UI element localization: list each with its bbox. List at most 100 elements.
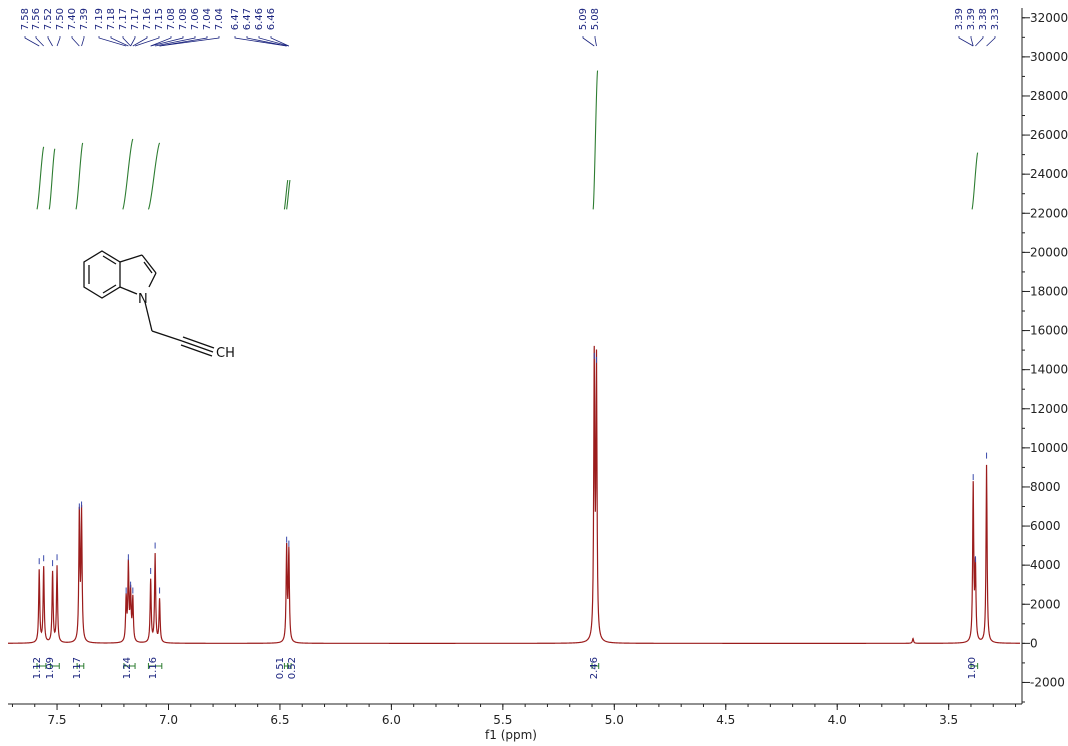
peak-label-connector	[24, 36, 40, 47]
x-axis: 7.5 7.0 6.5 6.0 5.5 5.0 4.5 4.0 3.5	[8, 703, 1022, 727]
peak-label: 6.47	[242, 8, 253, 30]
integral-labels: 1.12 1.09 1.17 1.24 1.16 0.51 0.52 2.46 1.00	[32, 657, 979, 679]
peak-label-connector	[159, 36, 208, 47]
y-tick-label: 14000	[1030, 363, 1068, 377]
x-axis-title: f1 (ppm)	[485, 728, 537, 742]
y-tick-label: -2000	[1030, 675, 1065, 689]
peak-label: 7.04	[214, 8, 225, 30]
integral-value: 1.12	[32, 657, 43, 679]
y-tick-label: 26000	[1030, 128, 1068, 142]
peak-label-connector	[110, 36, 129, 47]
x-tick-label: 3.5	[939, 713, 958, 727]
y-tick-label: 20000	[1030, 245, 1068, 259]
peak-label: 6.46	[266, 8, 277, 30]
peak-label-connector	[594, 36, 597, 47]
peak-label: 7.50	[55, 8, 66, 30]
pyrrole-bond	[141, 254, 157, 274]
x-tick-label: 7.5	[47, 713, 66, 727]
nitrogen-atom-label: N	[138, 292, 148, 307]
methylene-bond	[144, 301, 153, 332]
peak-label: 7.17	[118, 8, 129, 30]
pyrrole-bond	[119, 286, 138, 295]
peak-label-connector	[47, 36, 53, 47]
y-tick-label: 16000	[1030, 324, 1068, 338]
peak-label-connector	[134, 36, 160, 47]
peak-label-connector	[246, 36, 287, 47]
peak-label-connector	[122, 36, 131, 47]
peak-labels: 7.58 7.56 7.52 7.50 7.40 7.39 7.19 7.18 7.17 7.17…	[20, 8, 1001, 47]
integral-curve	[971, 152, 979, 210]
methylene-bond	[151, 330, 183, 342]
integral-value: 2.46	[589, 657, 600, 679]
integral-value: 0.51	[275, 657, 286, 679]
peak-label-connector	[150, 36, 184, 47]
peak-label: 7.04	[202, 8, 213, 30]
peak-label-connector	[958, 36, 974, 47]
integral-curve	[283, 179, 289, 210]
y-tick-label: 30000	[1030, 50, 1068, 64]
integral-value: 1.09	[45, 657, 56, 679]
peak-label-connector	[234, 36, 287, 47]
integral-curve	[75, 142, 84, 210]
integral-curve	[48, 148, 56, 210]
peak-label-connector	[582, 36, 595, 47]
peak-label: 3.33	[990, 8, 1001, 30]
peak-label: 7.39	[79, 8, 90, 30]
peak-label: 7.08	[166, 8, 177, 30]
integral-curve	[286, 179, 291, 210]
x-tick-label: 6.0	[382, 713, 401, 727]
peak-label-connector	[130, 36, 136, 47]
x-tick-label: 5.0	[605, 713, 624, 727]
peak-label-connector	[132, 36, 148, 47]
alkyne-bond	[182, 336, 215, 349]
benzene-inner-bond	[102, 284, 117, 294]
integral-curve	[122, 138, 134, 210]
y-tick-label: 24000	[1030, 167, 1068, 181]
peak-label: 6.46	[254, 8, 265, 30]
peak-label-connector	[98, 36, 127, 47]
peak-label-connector	[270, 36, 290, 47]
y-tick-label: 2000	[1030, 597, 1061, 611]
peak-label-connector	[970, 36, 974, 47]
peak-label: 7.15	[154, 8, 165, 30]
y-tick-label: 10000	[1030, 441, 1068, 455]
peak-label-connector	[155, 36, 196, 47]
peak-label: 5.08	[590, 8, 601, 30]
pyrrole-bond	[119, 254, 143, 263]
y-tick-label: 8000	[1030, 480, 1061, 494]
peak-label-connector	[81, 36, 85, 47]
x-tick-label: 4.0	[828, 713, 847, 727]
peak-label-connector	[986, 36, 996, 47]
x-tick-label: 5.5	[493, 713, 512, 727]
y-tick-label: 22000	[1030, 206, 1068, 220]
peak-label-connector	[71, 36, 80, 47]
y-axis: 3200030000280002600024000220002000018000…	[1021, 8, 1068, 704]
integral-curves	[36, 70, 979, 210]
y-tick-label: 0	[1030, 636, 1038, 650]
y-tick-label: 28000	[1030, 89, 1068, 103]
peak-label: 7.40	[67, 8, 78, 30]
integral-curve	[36, 146, 45, 210]
y-tick-label: 4000	[1030, 558, 1061, 572]
molecule-structure	[83, 250, 215, 357]
pyrrole-bond	[148, 272, 157, 288]
integral-value: 1.24	[122, 657, 133, 679]
y-tick-label: 12000	[1030, 402, 1068, 416]
peak-label: 7.56	[31, 8, 42, 30]
y-tick-label: 32000	[1030, 11, 1068, 25]
integral-curve	[147, 142, 161, 210]
x-tick-label: 7.0	[159, 713, 178, 727]
integral-value: 1.17	[72, 657, 83, 679]
alkyne-bond	[180, 344, 213, 357]
spectrum-line	[8, 345, 1021, 644]
peak-label-connector	[56, 36, 61, 47]
peak-label: 3.38	[978, 8, 989, 30]
integral-value: 1.00	[967, 657, 978, 679]
peak-label: 7.16	[142, 8, 153, 30]
y-tick-label: 6000	[1030, 519, 1061, 533]
benzene-inner-bond	[102, 255, 117, 265]
peak-label-connector	[159, 36, 220, 47]
alkyne-bond	[181, 340, 214, 353]
peak-label: 5.09	[578, 8, 589, 30]
